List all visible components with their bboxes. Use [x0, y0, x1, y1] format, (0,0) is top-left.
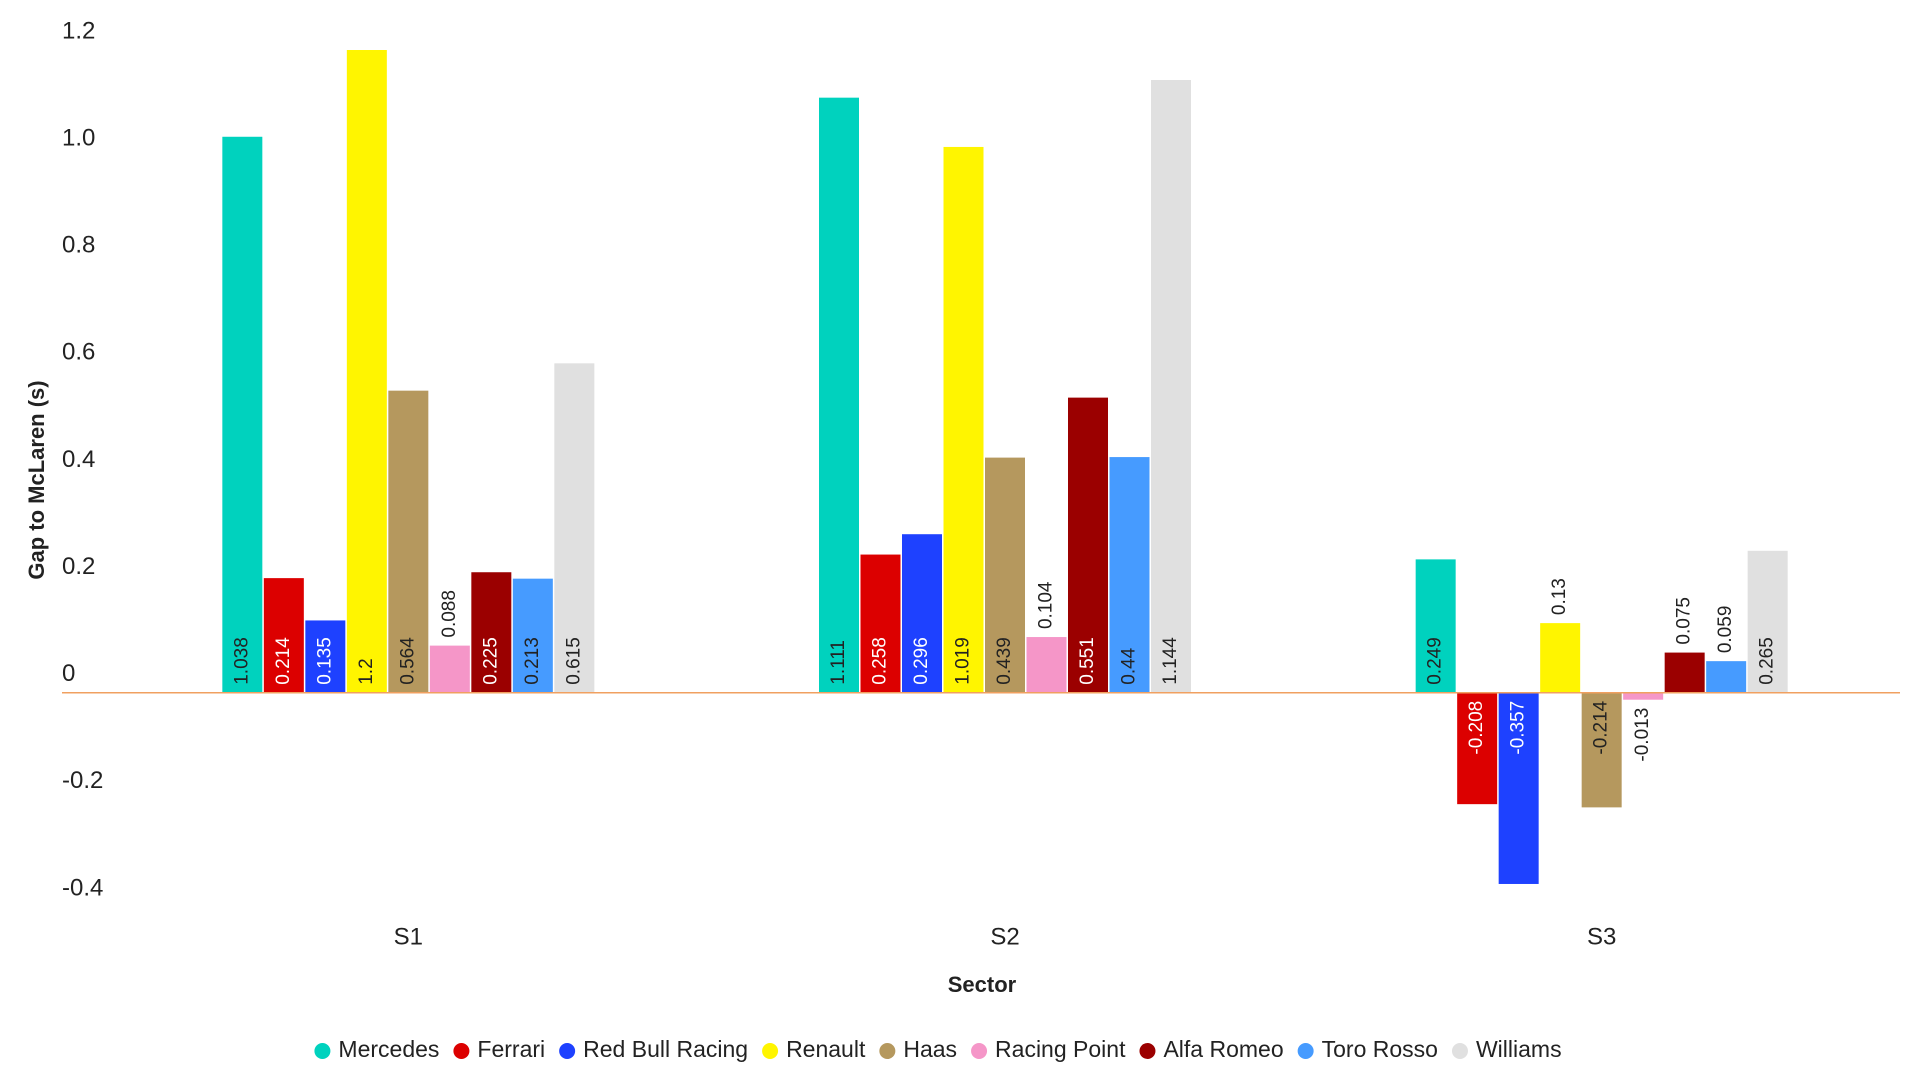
bar	[346, 50, 387, 693]
bar	[222, 136, 263, 693]
legend-marker	[1297, 1043, 1314, 1059]
bar	[1623, 692, 1664, 700]
value-label: 0.296	[911, 637, 932, 685]
value-label: 0.104	[1036, 581, 1057, 629]
bar	[860, 554, 901, 693]
bar	[985, 457, 1025, 693]
bar	[1457, 692, 1498, 805]
value-label: -0.013	[1632, 708, 1653, 762]
legend-marker	[879, 1043, 896, 1059]
bar	[554, 363, 595, 693]
legend-label: Ferrari	[477, 1036, 545, 1062]
bar	[1747, 550, 1788, 693]
bar	[429, 645, 470, 693]
value-label: 0.059	[1715, 606, 1736, 654]
value-label: 1.2	[356, 658, 377, 684]
legend-label: Williams	[1476, 1036, 1562, 1062]
legend: Mercedes Ferrari Red Bull Racing Renault Haa…	[314, 1036, 1562, 1062]
value-label: 1.144	[1160, 637, 1181, 685]
bar	[943, 146, 984, 693]
legend-label: Haas	[903, 1036, 957, 1062]
y-tick-label: -0.2	[62, 767, 103, 794]
bar	[1068, 397, 1108, 693]
value-label: 0.225	[480, 637, 501, 685]
y-tick-label: 1.0	[62, 124, 95, 151]
bar	[471, 572, 512, 693]
bar	[902, 534, 942, 693]
bar	[388, 390, 429, 693]
value-label: 0.213	[522, 637, 543, 685]
bar	[1498, 692, 1539, 884]
bar	[1151, 79, 1191, 693]
bar	[1026, 637, 1067, 693]
bar	[512, 578, 553, 693]
legend-label: Racing Point	[995, 1036, 1126, 1062]
y-tick-label: 0.8	[62, 232, 95, 259]
legend-label: Alfa Romeo	[1163, 1036, 1283, 1062]
value-label: 0.564	[397, 637, 418, 685]
x-tick-label: S2	[990, 923, 1019, 950]
y-tick-label: 1.2	[62, 17, 95, 44]
bar	[1540, 623, 1581, 693]
bar	[305, 620, 346, 693]
legend-marker	[314, 1043, 331, 1059]
bar	[1581, 692, 1622, 808]
value-label: 0.44	[1119, 647, 1140, 684]
legend-marker	[1451, 1043, 1468, 1059]
value-label: 1.019	[953, 637, 974, 685]
y-tick-label: 0.4	[62, 446, 95, 473]
legend-marker	[762, 1043, 779, 1059]
value-label: 0.615	[563, 637, 584, 685]
legend-label: Renault	[786, 1036, 866, 1062]
bar	[1415, 559, 1456, 693]
y-tick-label: 0	[62, 660, 75, 687]
value-label: 1.111	[828, 640, 849, 685]
y-axis-title: Gap to McLaren (s)	[24, 380, 49, 579]
value-label: -0.357	[1508, 701, 1529, 755]
legend-marker	[971, 1043, 988, 1059]
legend-marker	[559, 1043, 576, 1059]
x-tick-label: S3	[1587, 923, 1616, 950]
value-label: 0.135	[314, 637, 335, 685]
bar	[819, 97, 859, 693]
x-axis-title: Sector	[948, 972, 1017, 997]
value-label: 0.265	[1757, 637, 1778, 685]
bar	[1664, 652, 1705, 693]
legend-label: Toro Rosso	[1322, 1036, 1438, 1062]
legend-marker	[453, 1043, 470, 1059]
y-tick-label: 0.2	[62, 553, 95, 580]
value-label: 0.13	[1549, 578, 1570, 615]
value-label: 0.439	[994, 637, 1015, 685]
bar	[1109, 457, 1150, 693]
y-tick-label: 0.6	[62, 339, 95, 366]
legend-label: Mercedes	[338, 1036, 439, 1062]
bar	[1706, 661, 1747, 693]
value-label: 0.258	[870, 637, 891, 685]
value-label: 0.551	[1077, 637, 1098, 685]
bar	[263, 578, 304, 693]
legend-label: Red Bull Racing	[583, 1036, 748, 1062]
value-label: -0.214	[1591, 700, 1612, 754]
value-label: 0.075	[1674, 597, 1695, 645]
value-label: -0.208	[1466, 701, 1487, 755]
value-label: 1.038	[231, 637, 252, 685]
value-label: 0.214	[273, 637, 294, 685]
legend-marker	[1139, 1043, 1156, 1059]
y-tick-label: -0.4	[62, 874, 103, 901]
x-tick-label: S1	[394, 923, 423, 950]
value-label: 0.249	[1425, 637, 1446, 685]
value-label: 0.088	[439, 590, 460, 638]
